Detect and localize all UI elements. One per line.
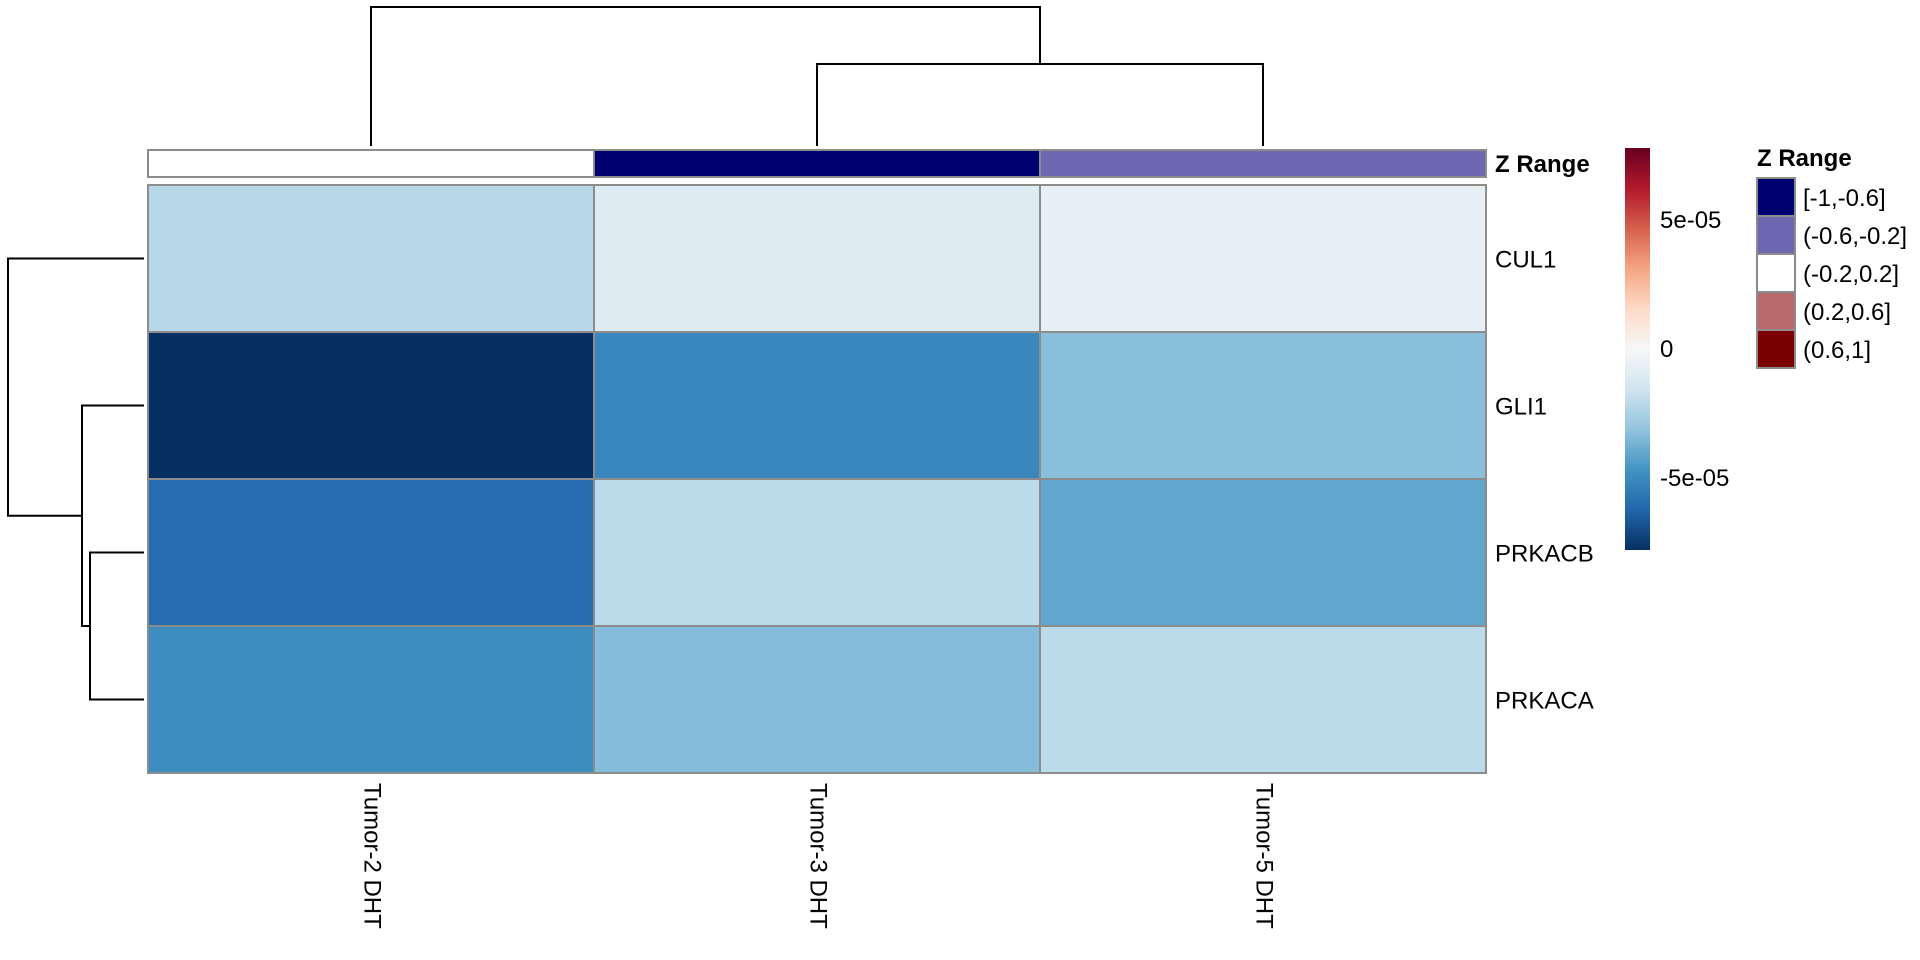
dendrogram-branch <box>81 404 144 627</box>
legend-label: (-0.2,0.2] <box>1803 261 1899 288</box>
row-label: CUL1 <box>1495 247 1556 274</box>
legend-label: (0.2,0.6] <box>1803 299 1891 326</box>
row-dendrogram <box>7 257 144 701</box>
color-scale-bar <box>1625 148 1650 550</box>
legend-swatch <box>1756 177 1796 217</box>
color-scale-tick-label: -5e-05 <box>1660 465 1729 492</box>
color-scale-ticks: 5e-05 0 -5e-05 <box>1660 207 1729 492</box>
row-label: PRKACB <box>1495 541 1594 568</box>
column-label: Tumor-3 DHT <box>805 783 832 929</box>
annotation-legend: [-1,-0.6] (-0.6,-0.2] (-0.2,0.2] (0.2,0.6] (… <box>1756 177 1907 369</box>
row-label: GLI1 <box>1495 394 1547 421</box>
heatmap-cell <box>593 331 1041 480</box>
legend-label: [-1,-0.6] <box>1803 185 1886 212</box>
heatmap-cells <box>147 184 1487 774</box>
heatmap-cell <box>1039 184 1487 333</box>
heatmap-cell <box>593 478 1041 627</box>
color-scale-tick-label: 0 <box>1660 336 1673 363</box>
legend-swatch <box>1756 291 1796 331</box>
dendrogram-branch <box>816 63 1264 146</box>
row-label: PRKACA <box>1495 688 1594 715</box>
dendrogram-branch <box>89 551 144 701</box>
legend-label: (0.6,1] <box>1803 337 1871 364</box>
legend-swatch <box>1756 329 1796 369</box>
row-labels: CUL1 GLI1 PRKACB PRKACA <box>1495 247 1594 715</box>
dendrogram-branch <box>370 6 1041 146</box>
legend-swatch <box>1756 215 1796 255</box>
column-labels: Tumor-2 DHT Tumor-3 DHT Tumor-5 DHT <box>359 783 1278 929</box>
heatmap-cell <box>147 625 595 774</box>
column-label: Tumor-2 DHT <box>359 783 386 929</box>
column-dendrogram <box>370 6 1264 146</box>
annotation-legend-title: Z Range <box>1757 145 1852 172</box>
heatmap-cell <box>593 184 1041 333</box>
heatmap-cell <box>1039 625 1487 774</box>
column-label: Tumor-5 DHT <box>1251 783 1278 929</box>
heatmap-cell <box>593 625 1041 774</box>
annotation-bar-label: Z Range <box>1495 151 1590 178</box>
column-annotation-bar <box>147 149 1487 178</box>
annotation-cell <box>1039 149 1487 178</box>
heatmap-cell <box>147 331 595 480</box>
legend-swatch <box>1756 253 1796 293</box>
heatmap-cell <box>1039 478 1487 627</box>
heatmap-cell <box>147 478 595 627</box>
heatmap-cell <box>147 184 595 333</box>
heatmap-cell <box>1039 331 1487 480</box>
dendrogram-branch <box>7 257 144 517</box>
annotation-cell <box>147 149 595 178</box>
legend-label: (-0.6,-0.2] <box>1803 223 1907 250</box>
color-scale-tick-label: 5e-05 <box>1660 207 1721 234</box>
annotation-cell <box>593 149 1041 178</box>
